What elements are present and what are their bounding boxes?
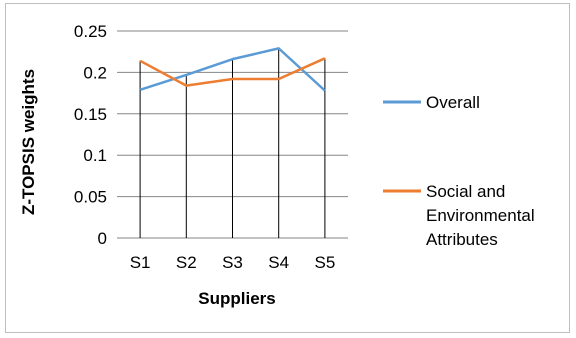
y-tick-label: 0.15 — [74, 105, 107, 124]
x-tick-label: S4 — [268, 253, 289, 272]
x-tick-label: S1 — [130, 253, 151, 272]
y-axis-ticks: 0 0.05 0.1 0.15 0.2 0.25 — [74, 22, 107, 248]
y-tick-label: 0.25 — [74, 22, 107, 41]
y-axis-title: Z-TOPSIS weights — [19, 69, 38, 215]
y-tick-label: 0 — [98, 229, 107, 248]
x-tick-label: S2 — [176, 253, 197, 272]
y-tick-label: 0.2 — [83, 63, 107, 82]
legend-label: Overall — [426, 93, 480, 112]
x-tick-label: S5 — [315, 253, 336, 272]
series-lines — [139, 47, 326, 92]
x-axis-ticks: S1 S2 S3 S4 S5 — [130, 253, 336, 272]
chart: 0 0.05 0.1 0.15 0.2 0.25 S1 S2 S3 S4 S5 Z-TOPSIS … — [19, 22, 535, 308]
legend-label: Social and Environmental Attributes — [426, 182, 535, 249]
series-line — [139, 47, 326, 92]
series-line — [139, 57, 326, 87]
x-tick-label: S3 — [222, 253, 243, 272]
y-tick-label: 0.1 — [83, 146, 107, 165]
legend: Overall Social and Environmental Attributes — [383, 93, 535, 249]
y-tick-label: 0.05 — [74, 188, 107, 207]
x-axis-title: Suppliers — [198, 289, 275, 308]
chart-frame: 0 0.05 0.1 0.15 0.2 0.25 S1 S2 S3 S4 S5 Z-TOPSIS … — [5, 3, 570, 333]
